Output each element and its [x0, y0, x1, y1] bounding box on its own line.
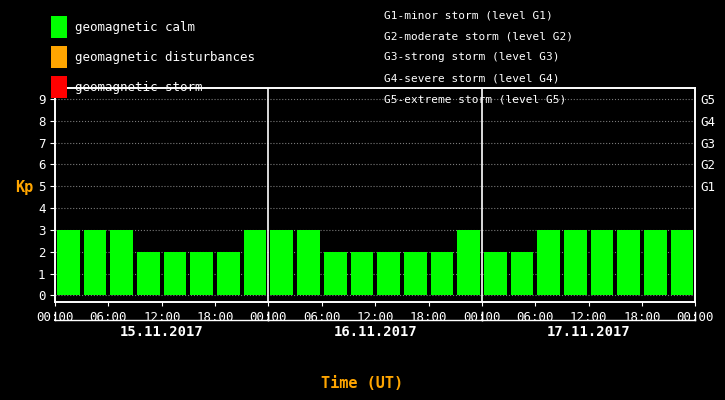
Bar — [510, 252, 533, 296]
Bar — [644, 230, 666, 296]
Bar — [270, 230, 293, 296]
Bar — [404, 252, 426, 296]
Bar — [350, 252, 373, 296]
Bar — [671, 230, 693, 296]
Text: 16.11.2017: 16.11.2017 — [334, 325, 417, 339]
Bar — [617, 230, 640, 296]
Text: G3-strong storm (level G3): G3-strong storm (level G3) — [384, 52, 560, 62]
Text: Time (UT): Time (UT) — [321, 376, 404, 391]
Bar — [84, 230, 107, 296]
Bar — [564, 230, 587, 296]
Text: G2-moderate storm (level G2): G2-moderate storm (level G2) — [384, 31, 573, 41]
Bar — [218, 252, 240, 296]
Text: G4-severe storm (level G4): G4-severe storm (level G4) — [384, 74, 560, 84]
Bar — [431, 252, 453, 296]
Bar — [191, 252, 213, 296]
Text: geomagnetic storm: geomagnetic storm — [75, 80, 203, 94]
Bar — [457, 230, 480, 296]
Bar — [484, 252, 507, 296]
Bar — [244, 230, 267, 296]
Bar — [297, 230, 320, 296]
Text: G1-minor storm (level G1): G1-minor storm (level G1) — [384, 10, 553, 20]
Bar — [537, 230, 560, 296]
Bar — [57, 230, 80, 296]
Y-axis label: Kp: Kp — [15, 180, 33, 195]
Bar — [324, 252, 347, 296]
Text: geomagnetic calm: geomagnetic calm — [75, 20, 196, 34]
Bar — [137, 252, 160, 296]
Text: 17.11.2017: 17.11.2017 — [547, 325, 631, 339]
Bar — [164, 252, 186, 296]
Text: G5-extreme storm (level G5): G5-extreme storm (level G5) — [384, 95, 566, 105]
Bar — [110, 230, 133, 296]
Text: 15.11.2017: 15.11.2017 — [120, 325, 204, 339]
Text: geomagnetic disturbances: geomagnetic disturbances — [75, 50, 255, 64]
Bar — [377, 252, 400, 296]
Bar — [591, 230, 613, 296]
